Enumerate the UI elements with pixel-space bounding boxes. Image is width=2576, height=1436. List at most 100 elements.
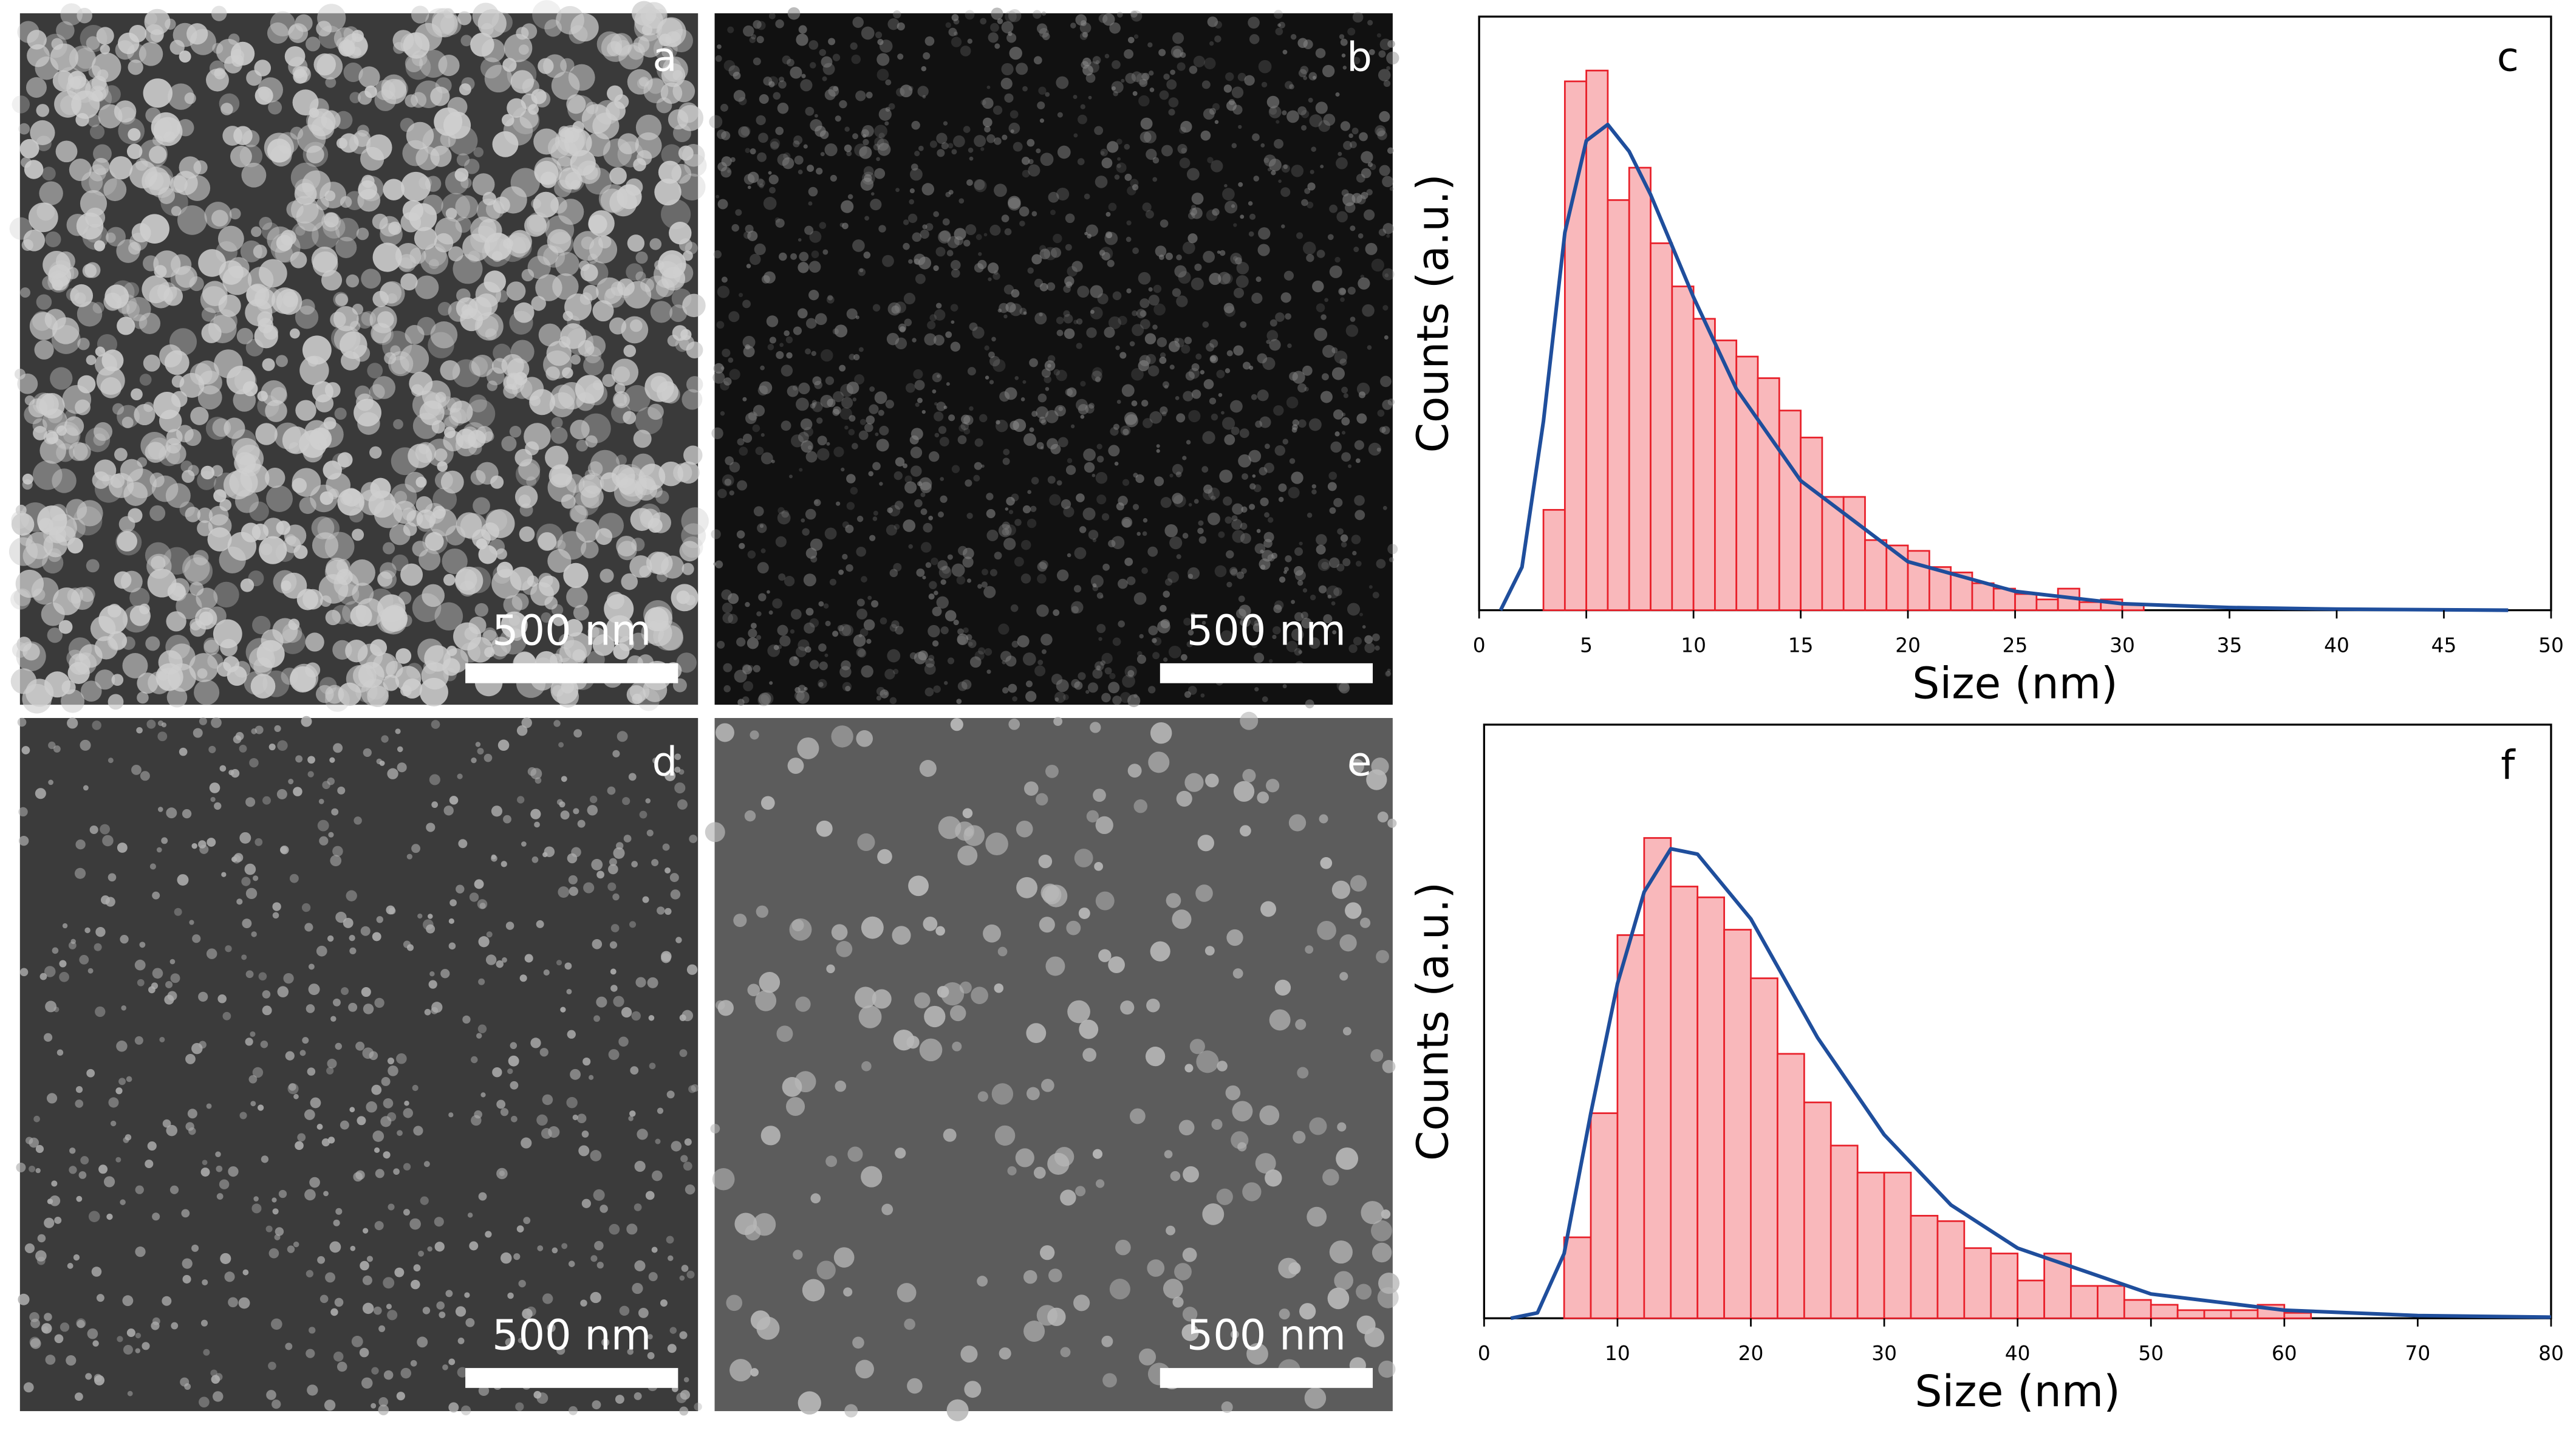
texture-dot	[628, 773, 637, 781]
bar	[1936, 1220, 1966, 1319]
texture-dot	[1002, 687, 1009, 694]
texture-dot	[869, 404, 879, 414]
texture-dot	[1212, 103, 1220, 111]
texture-dot	[42, 275, 56, 290]
texture-dot	[105, 232, 116, 243]
texture-dot	[1333, 497, 1343, 507]
texture-dot	[1174, 265, 1187, 278]
texture-dot	[722, 603, 733, 614]
texture-dot	[1042, 32, 1050, 41]
texture-dot	[1342, 1027, 1351, 1036]
texture-dot	[1033, 1166, 1046, 1179]
texture-dot	[478, 978, 485, 985]
texture-dot	[1136, 654, 1147, 664]
texture-dot	[423, 1161, 430, 1168]
x-axis-label: Size (nm)	[1915, 1366, 2120, 1417]
texture-dot	[1184, 337, 1192, 344]
texture-dot	[169, 175, 188, 193]
texture-dot	[1114, 174, 1120, 180]
texture-dot	[683, 250, 693, 261]
texture-dot	[552, 1247, 558, 1254]
texture-dot	[841, 200, 854, 213]
texture-dot	[573, 604, 589, 621]
texture-dot	[379, 216, 400, 237]
texture-dot	[471, 354, 494, 377]
texture-dot	[473, 147, 484, 157]
texture-dot	[796, 397, 809, 411]
texture-dot	[1071, 601, 1084, 614]
texture-dot	[193, 550, 209, 566]
texture-dot	[411, 1279, 420, 1290]
texture-dot	[581, 1130, 589, 1138]
texture-dot	[330, 855, 342, 867]
texture-dot	[1095, 816, 1113, 835]
texture-dot	[875, 432, 879, 436]
texture-dot	[1189, 1039, 1205, 1055]
texture-dot	[121, 417, 134, 429]
texture-dot	[280, 230, 296, 246]
texture-dot	[1281, 164, 1290, 173]
texture-dot	[845, 524, 854, 533]
texture-dot	[1241, 506, 1248, 513]
texture-dot	[507, 1292, 514, 1299]
texture-dot	[998, 623, 1010, 635]
bar	[2176, 1309, 2205, 1319]
texture-dot	[989, 569, 998, 576]
texture-dot	[858, 347, 864, 352]
texture-dot	[1166, 893, 1181, 908]
texture-dot	[738, 97, 747, 106]
texture-dot	[903, 293, 916, 305]
texture-dot	[190, 363, 213, 386]
bar	[1971, 582, 1995, 611]
texture-dot	[1269, 319, 1277, 327]
texture-dot	[932, 640, 939, 647]
texture-dot	[17, 21, 39, 43]
texture-dot	[95, 1006, 106, 1017]
texture-dot	[513, 1253, 521, 1260]
texture-dot	[828, 38, 836, 46]
texture-dot	[152, 1212, 160, 1221]
texture-dot	[366, 1256, 374, 1262]
texture-dot	[916, 568, 925, 577]
texture-dot	[1169, 536, 1183, 550]
texture-dot	[115, 529, 142, 556]
texture-dot	[587, 627, 606, 645]
texture-dot	[1182, 533, 1189, 539]
texture-dot	[417, 1336, 428, 1348]
texture-dot	[753, 506, 764, 517]
texture-dot	[200, 1319, 208, 1327]
texture-dot	[817, 436, 827, 446]
texture-dot	[994, 1125, 1016, 1146]
texture-dot	[1092, 668, 1103, 679]
texture-dot	[316, 1124, 323, 1130]
texture-dot	[403, 1163, 411, 1171]
texture-dot	[1027, 490, 1032, 494]
texture-dot	[715, 55, 722, 62]
scale-bar	[465, 663, 678, 683]
texture-dot	[1331, 347, 1338, 354]
texture-dot	[1104, 53, 1110, 59]
texture-dot	[1126, 220, 1132, 226]
texture-dot	[769, 681, 773, 685]
texture-dot	[456, 288, 471, 303]
texture-dot	[506, 281, 526, 301]
texture-dot	[282, 426, 310, 454]
texture-dot	[74, 867, 86, 879]
texture-dot	[910, 163, 918, 171]
texture-dot	[35, 1250, 47, 1262]
texture-dot	[151, 555, 166, 571]
texture-dot	[1084, 462, 1095, 473]
texture-dot	[1274, 10, 1283, 19]
texture-dot	[1107, 259, 1115, 267]
texture-dot	[1009, 46, 1022, 60]
texture-dot	[1316, 303, 1325, 312]
texture-dot	[373, 1306, 382, 1315]
texture-dot	[570, 505, 589, 523]
texture-dot	[852, 133, 858, 140]
texture-dot	[1109, 672, 1116, 680]
texture-dot	[723, 60, 736, 72]
texture-dot	[400, 563, 423, 586]
texture-dot	[850, 487, 858, 495]
texture-dot	[1155, 245, 1167, 257]
